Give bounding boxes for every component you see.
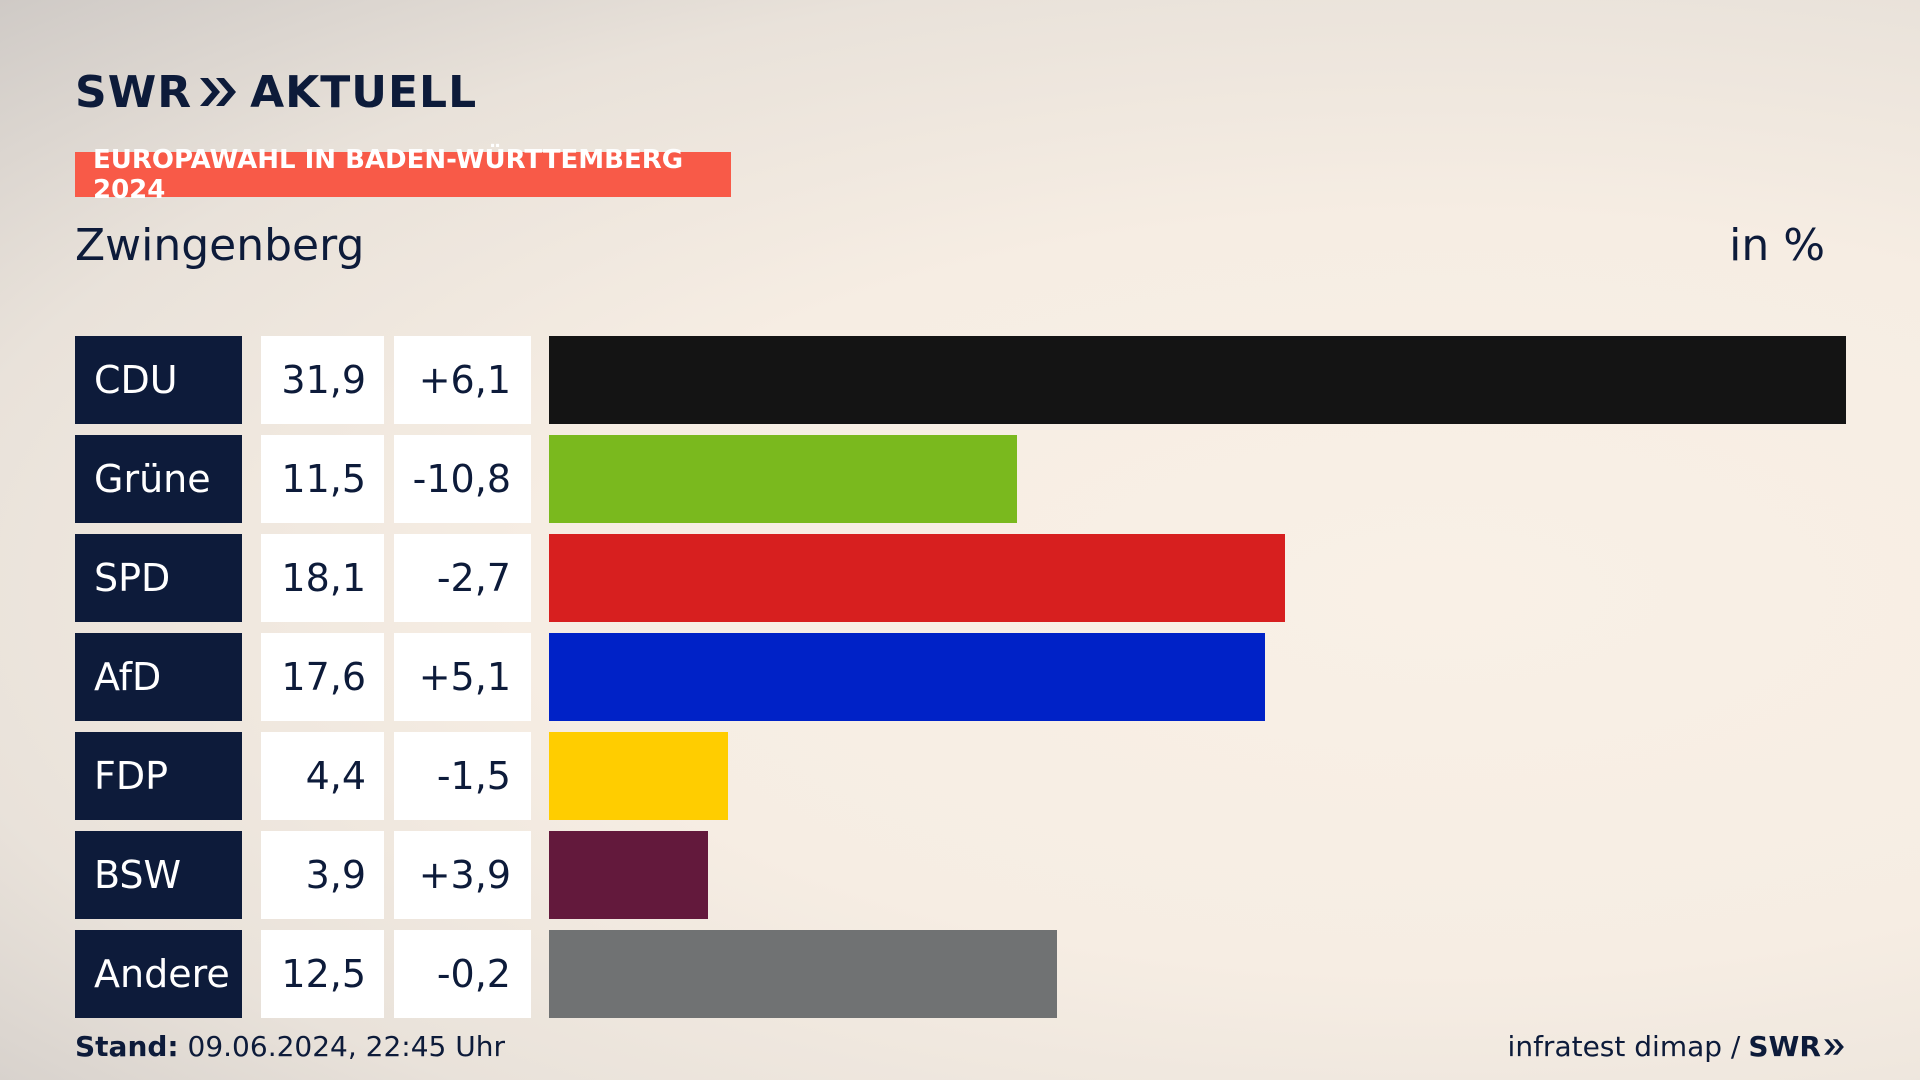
party-label: AfD — [75, 633, 242, 721]
change-label: +5,1 — [394, 633, 531, 721]
result-row: FDP 4,4 -1,5 — [75, 732, 1846, 820]
election-badge: EUROPAWAHL IN BADEN-WÜRTTEMBERG 2024 — [75, 145, 731, 205]
result-row: CDU 31,9 +6,1 — [75, 336, 1846, 424]
vote-share-label: 31,9 — [261, 336, 384, 424]
region-title: Zwingenberg — [75, 220, 365, 271]
party-label: CDU — [75, 336, 242, 424]
vote-share-label: 11,5 — [261, 435, 384, 523]
source-brand: SWR — [1748, 1030, 1821, 1063]
swr-aktuell-logo: SWR AKTUELL — [75, 66, 477, 118]
logo-swr-text: SWR — [75, 66, 193, 118]
change-label: +3,9 — [394, 831, 531, 919]
double-chevron-icon — [200, 78, 237, 106]
result-bar — [549, 732, 728, 820]
vote-share-label: 18,1 — [261, 534, 384, 622]
party-label: SPD — [75, 534, 242, 622]
result-row: SPD 18,1 -2,7 — [75, 534, 1846, 622]
party-label: BSW — [75, 831, 242, 919]
unit-label: in % — [1729, 220, 1825, 271]
result-bar — [549, 435, 1017, 523]
vote-share-label: 4,4 — [261, 732, 384, 820]
party-label: Grüne — [75, 435, 242, 523]
change-label: -0,2 — [394, 930, 531, 1018]
result-row: Grüne 11,5 -10,8 — [75, 435, 1846, 523]
result-row: Andere 12,5 -0,2 — [75, 930, 1846, 1018]
logo-aktuell-text: AKTUELL — [250, 66, 478, 118]
result-bar — [549, 633, 1265, 721]
party-label: Andere — [75, 930, 242, 1018]
result-bar — [549, 534, 1285, 622]
vote-share-label: 3,9 — [261, 831, 384, 919]
source-credit: infratest dimap / SWR — [1508, 1030, 1845, 1063]
change-label: -2,7 — [394, 534, 531, 622]
stand-label: Stand: — [75, 1030, 179, 1063]
source-text: infratest dimap / — [1507, 1030, 1741, 1063]
result-row: BSW 3,9 +3,9 — [75, 831, 1846, 919]
double-chevron-small-icon — [1824, 1038, 1844, 1055]
stand-value: 09.06.2024, 22:45 Uhr — [187, 1030, 505, 1063]
vote-share-label: 17,6 — [261, 633, 384, 721]
result-bar — [549, 930, 1057, 1018]
vote-share-label: 12,5 — [261, 930, 384, 1018]
change-label: +6,1 — [394, 336, 531, 424]
result-bar — [549, 831, 708, 919]
change-label: -10,8 — [394, 435, 531, 523]
change-label: -1,5 — [394, 732, 531, 820]
result-row: AfD 17,6 +5,1 — [75, 633, 1846, 721]
party-label: FDP — [75, 732, 242, 820]
timestamp: Stand: 09.06.2024, 22:45 Uhr — [75, 1030, 505, 1063]
result-bar — [549, 336, 1846, 424]
